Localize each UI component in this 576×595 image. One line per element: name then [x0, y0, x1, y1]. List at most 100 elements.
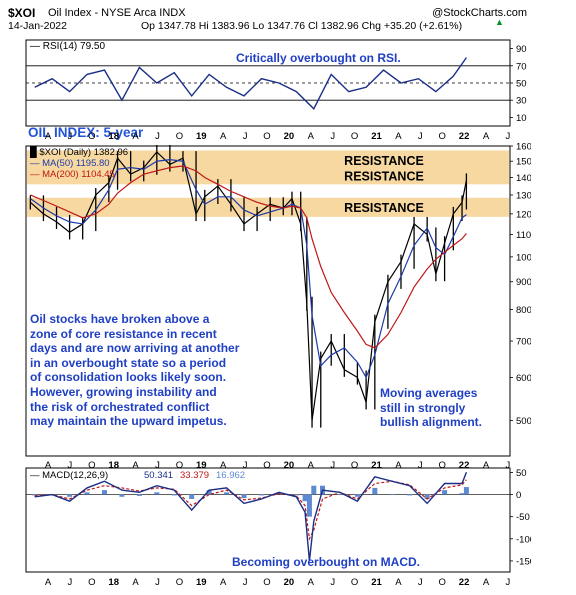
- x-axis-label: 21: [371, 131, 382, 142]
- macd-histogram-bar: [258, 494, 264, 496]
- rsi-annotation: Critically overbought on RSI.: [236, 51, 401, 65]
- x-axis-label: 20: [284, 577, 295, 588]
- x-axis-label: 18: [108, 131, 119, 142]
- x-axis-label: J: [418, 460, 423, 471]
- x-axis-label: A: [45, 131, 52, 142]
- x-axis-label: J: [330, 577, 335, 588]
- x-axis-label: A: [45, 577, 52, 588]
- x-axis-label: J: [418, 131, 423, 142]
- chart-svg: 90 70 50 30 10 — RSI(14) 79.50 Critically over…: [25, 39, 531, 588]
- x-axis-label: J: [68, 460, 73, 471]
- x-axis-label: O: [351, 131, 358, 142]
- price-panel-frame: [25, 145, 511, 457]
- macd-histogram-bar: [84, 492, 90, 495]
- macd-legend-value: 33.379: [180, 470, 209, 481]
- x-axis-label: A: [45, 460, 52, 471]
- macd-histogram-bar: [354, 494, 360, 497]
- x-axis-label: O: [351, 460, 358, 471]
- price-tick-label: 800: [516, 305, 531, 316]
- x-axis-label: A: [395, 131, 402, 142]
- price-tick-label: 1400: [516, 173, 531, 184]
- chart-frame: $XOI Oil Index - NYSE Arca INDX @StockCh…: [6, 4, 531, 591]
- macd-tick-label: -150: [516, 556, 531, 567]
- x-axis-label: 18: [108, 577, 119, 588]
- macd-tick-label: -100: [516, 534, 531, 545]
- macd-histogram-bar: [224, 492, 230, 495]
- x-axis-label: 19: [196, 131, 207, 142]
- resistance-label: RESISTANCE: [344, 169, 424, 183]
- rsi-tick-label: 90: [516, 44, 527, 55]
- x-axis-label: O: [263, 460, 270, 471]
- x-axis-label: O: [263, 577, 270, 588]
- annotation-line: in an overbought state so a period: [30, 355, 227, 370]
- x-axis-label: 20: [284, 460, 295, 471]
- macd-histogram-bar: [67, 494, 73, 497]
- x-axis-label: J: [506, 460, 511, 471]
- x-axis-label: A: [132, 460, 139, 471]
- macd-histogram-bar: [241, 494, 247, 499]
- x-axis-label: O: [176, 131, 183, 142]
- price-tick-label: 700: [516, 337, 531, 348]
- macd-histogram-bar: [171, 494, 177, 496]
- price-legend-item: — MA(50) 1195.80: [30, 158, 110, 169]
- x-axis-label: O: [88, 577, 95, 588]
- x-axis-label: J: [243, 460, 248, 471]
- macd-annotation: Becoming overbought on MACD.: [232, 555, 420, 569]
- macd-histogram-bar: [302, 494, 308, 502]
- annotation-line: zone of core resistance in recent: [30, 326, 217, 341]
- x-axis-label: O: [88, 131, 95, 142]
- macd-histogram-bar: [189, 494, 195, 499]
- ma50-line: [30, 159, 467, 379]
- price-tick-label: 1100: [516, 230, 531, 241]
- macd-histogram-bar: [311, 485, 317, 495]
- macd-histogram-bar: [372, 487, 378, 495]
- source-label: @StockCharts.com: [432, 7, 527, 19]
- x-axis-label: J: [155, 577, 160, 588]
- x-axis-label: J: [243, 577, 248, 588]
- annotation-line: the risk of orchestrated conflict: [30, 399, 210, 414]
- x-axis-label: 22: [459, 460, 470, 471]
- x-axis-label: A: [395, 460, 402, 471]
- x-axis-label: O: [351, 577, 358, 588]
- x-axis-label: O: [263, 131, 270, 142]
- price-tick-label: 1500: [516, 157, 531, 168]
- x-axis-label: J: [506, 577, 511, 588]
- x-axis-label: O: [176, 460, 183, 471]
- x-axis-label: A: [132, 577, 139, 588]
- resistance-label: RESISTANCE: [344, 154, 424, 168]
- price-tick-label: 600: [516, 373, 531, 384]
- macd-histogram-bar: [463, 487, 469, 495]
- x-axis-label: A: [395, 577, 402, 588]
- x-axis-label: J: [155, 131, 160, 142]
- x-axis-label: J: [155, 460, 160, 471]
- x-axis-label: J: [68, 131, 73, 142]
- x-axis-label: O: [439, 460, 446, 471]
- rsi-tick-label: 10: [516, 113, 527, 124]
- resistance-label: RESISTANCE: [344, 201, 424, 215]
- x-axis-label: 19: [196, 577, 207, 588]
- resistance-zone: [27, 150, 509, 171]
- x-axis-label: J: [330, 131, 335, 142]
- x-axis-label: J: [330, 460, 335, 471]
- x-axis-label: 22: [459, 131, 470, 142]
- price-line: [29, 151, 467, 421]
- left-annotation: Oil stocks have broken above a zone of c…: [30, 312, 292, 429]
- rsi-legend: — RSI(14) 79.50: [30, 41, 105, 52]
- macd-histogram-bar: [32, 494, 38, 496]
- macd-histogram-bar: [119, 494, 125, 497]
- x-axis-label: A: [483, 460, 490, 471]
- price-panel-title: OIL INDEX: 5-year: [28, 125, 144, 140]
- annotation-line: Moving averages: [380, 386, 478, 400]
- macd-legend-value: 16.962: [216, 470, 245, 481]
- rsi-line: [34, 57, 467, 110]
- macd-tick-label: 0: [516, 490, 521, 501]
- macd-histogram-bar: [206, 490, 212, 495]
- price-tick-label: 1200: [516, 209, 531, 220]
- x-axis-label: A: [308, 460, 315, 471]
- macd-histogram-bar: [407, 494, 413, 496]
- macd-histogram-bar: [442, 490, 448, 495]
- macd-legend-value: 50.341: [144, 470, 173, 481]
- macd-histogram-bar: [424, 494, 430, 499]
- annotation-line: days and are now arriving at another: [30, 341, 240, 356]
- symbol-label: $XOI: [8, 6, 36, 20]
